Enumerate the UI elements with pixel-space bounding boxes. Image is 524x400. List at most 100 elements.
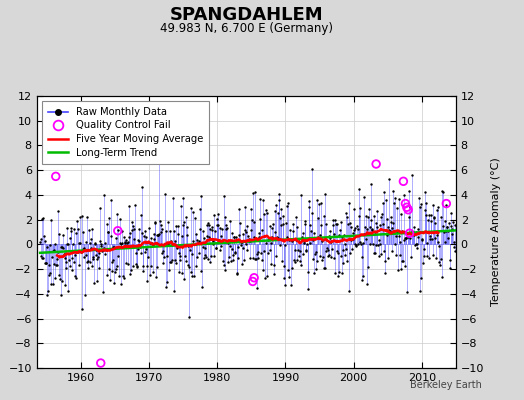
Point <box>45 262 53 268</box>
Point <box>51 274 59 281</box>
Point <box>364 264 373 270</box>
Point <box>121 240 129 246</box>
Point <box>312 258 321 265</box>
Point <box>86 259 94 265</box>
Point <box>227 246 236 252</box>
Point <box>224 238 233 244</box>
Point <box>71 272 80 279</box>
Point <box>250 274 258 281</box>
Point <box>60 251 68 258</box>
Point <box>262 240 270 246</box>
Point <box>53 262 61 269</box>
Point <box>256 196 264 202</box>
Point <box>451 248 460 254</box>
Point <box>82 239 90 246</box>
Point <box>245 236 253 242</box>
Point <box>278 258 286 264</box>
Point <box>92 246 100 253</box>
Point <box>359 239 367 246</box>
Point <box>249 255 257 261</box>
Point <box>362 236 370 243</box>
Point <box>311 251 319 258</box>
Point <box>186 247 194 253</box>
Point <box>155 230 163 237</box>
Point <box>446 257 454 263</box>
Point <box>197 193 205 200</box>
Point <box>444 228 453 234</box>
Point <box>164 241 172 248</box>
Point <box>213 222 222 228</box>
Point <box>210 212 218 218</box>
Point <box>388 248 397 254</box>
Point <box>233 270 242 276</box>
Point <box>104 228 113 235</box>
Point <box>332 248 341 254</box>
Point <box>374 242 382 248</box>
Point <box>444 235 452 241</box>
Point <box>292 214 300 220</box>
Point <box>386 228 394 234</box>
Point <box>238 239 246 245</box>
Point <box>205 222 214 228</box>
Point <box>142 246 150 252</box>
Point <box>166 258 174 265</box>
Point <box>143 278 151 284</box>
Point <box>70 258 79 265</box>
Point <box>325 228 334 234</box>
Point <box>310 230 319 236</box>
Point <box>389 219 397 226</box>
Point <box>369 241 377 248</box>
Point <box>242 241 250 247</box>
Point <box>357 241 365 247</box>
Point <box>149 269 157 275</box>
Point <box>194 239 202 246</box>
Point <box>247 227 255 233</box>
Y-axis label: Temperature Anomaly (°C): Temperature Anomaly (°C) <box>491 158 501 306</box>
Point <box>363 280 371 287</box>
Point <box>106 277 114 284</box>
Point <box>178 270 187 276</box>
Point <box>268 234 276 240</box>
Point <box>364 214 372 220</box>
Point <box>103 220 111 227</box>
Point <box>438 188 446 194</box>
Point <box>50 246 59 253</box>
Point <box>196 206 204 212</box>
Point <box>282 202 291 209</box>
Point <box>373 208 381 214</box>
Point <box>403 289 411 296</box>
Point <box>203 256 212 262</box>
Point <box>76 213 84 220</box>
Point <box>95 238 104 244</box>
Point <box>379 189 388 195</box>
Point <box>173 245 181 251</box>
Point <box>251 256 259 262</box>
Point <box>67 227 75 234</box>
Point <box>156 222 165 228</box>
Point <box>61 281 69 288</box>
Point <box>125 234 134 241</box>
Point <box>436 214 445 220</box>
Point <box>249 218 258 225</box>
Point <box>161 191 169 198</box>
Point <box>306 222 314 228</box>
Point <box>304 268 312 275</box>
Point <box>138 230 147 236</box>
Point <box>329 222 337 228</box>
Point <box>422 200 430 206</box>
Point <box>133 264 141 270</box>
Point <box>356 205 365 211</box>
Point <box>366 217 375 224</box>
Point <box>129 223 137 230</box>
Point <box>417 274 425 281</box>
Point <box>342 210 350 216</box>
Point <box>177 202 185 209</box>
Point <box>275 190 283 197</box>
Point <box>429 202 437 208</box>
Point <box>101 240 110 246</box>
Point <box>327 239 335 245</box>
Point <box>277 206 286 212</box>
Point <box>89 254 97 260</box>
Point <box>187 205 195 211</box>
Point <box>432 255 440 262</box>
